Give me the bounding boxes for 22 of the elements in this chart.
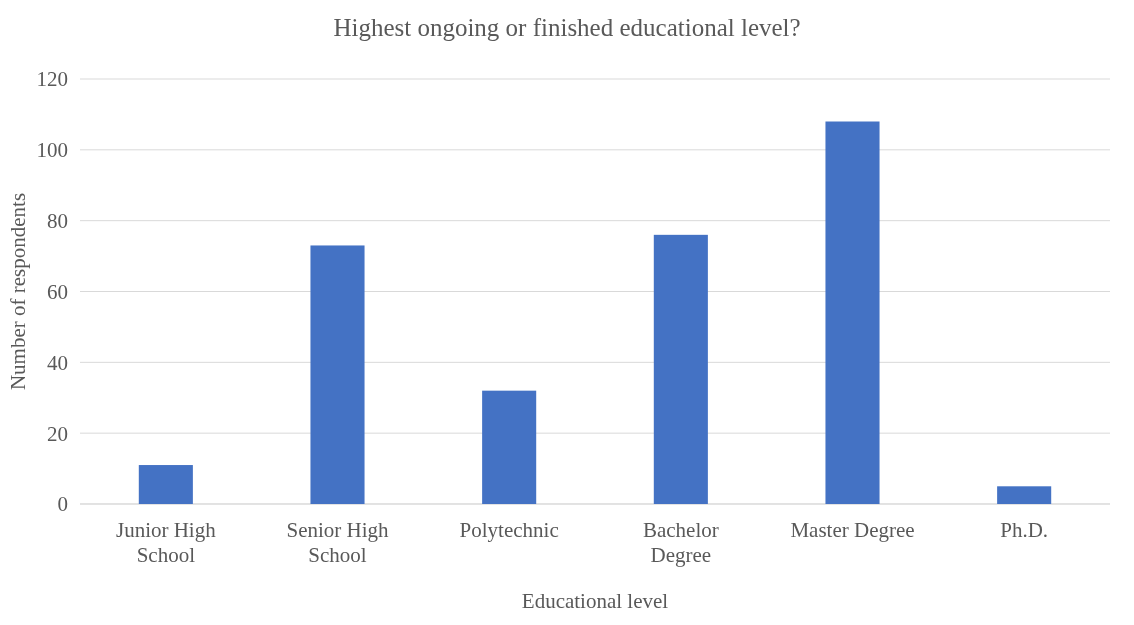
- y-axis-title: Number of respondents: [6, 192, 30, 391]
- chart-title: Highest ongoing or finished educational level?: [333, 14, 801, 41]
- x-tick-label: Senior High School: [286, 518, 390, 567]
- x-tick-label: Polytechnic: [459, 518, 559, 542]
- bar: [997, 486, 1052, 504]
- x-tick-label: Bachelor Degree: [642, 518, 719, 567]
- x-tick-label: Master Degree: [790, 518, 915, 542]
- x-axis-title: Educational level: [521, 589, 669, 613]
- y-tick-label: 80: [47, 209, 68, 234]
- y-tick-label: 60: [47, 279, 68, 304]
- x-tick-label: Ph.D.: [1000, 518, 1049, 542]
- y-tick-label: 100: [36, 138, 68, 163]
- y-tick-label: 40: [47, 350, 68, 375]
- x-tick-label: Junior High School: [115, 518, 217, 567]
- y-tick-label: 0: [57, 492, 68, 517]
- bar: [138, 465, 193, 504]
- y-tick-label: 120: [36, 67, 68, 92]
- y-tick-label: 20: [47, 421, 68, 446]
- bar: [310, 245, 365, 504]
- bar: [653, 234, 708, 504]
- bar: [825, 121, 880, 504]
- bar: [482, 390, 537, 504]
